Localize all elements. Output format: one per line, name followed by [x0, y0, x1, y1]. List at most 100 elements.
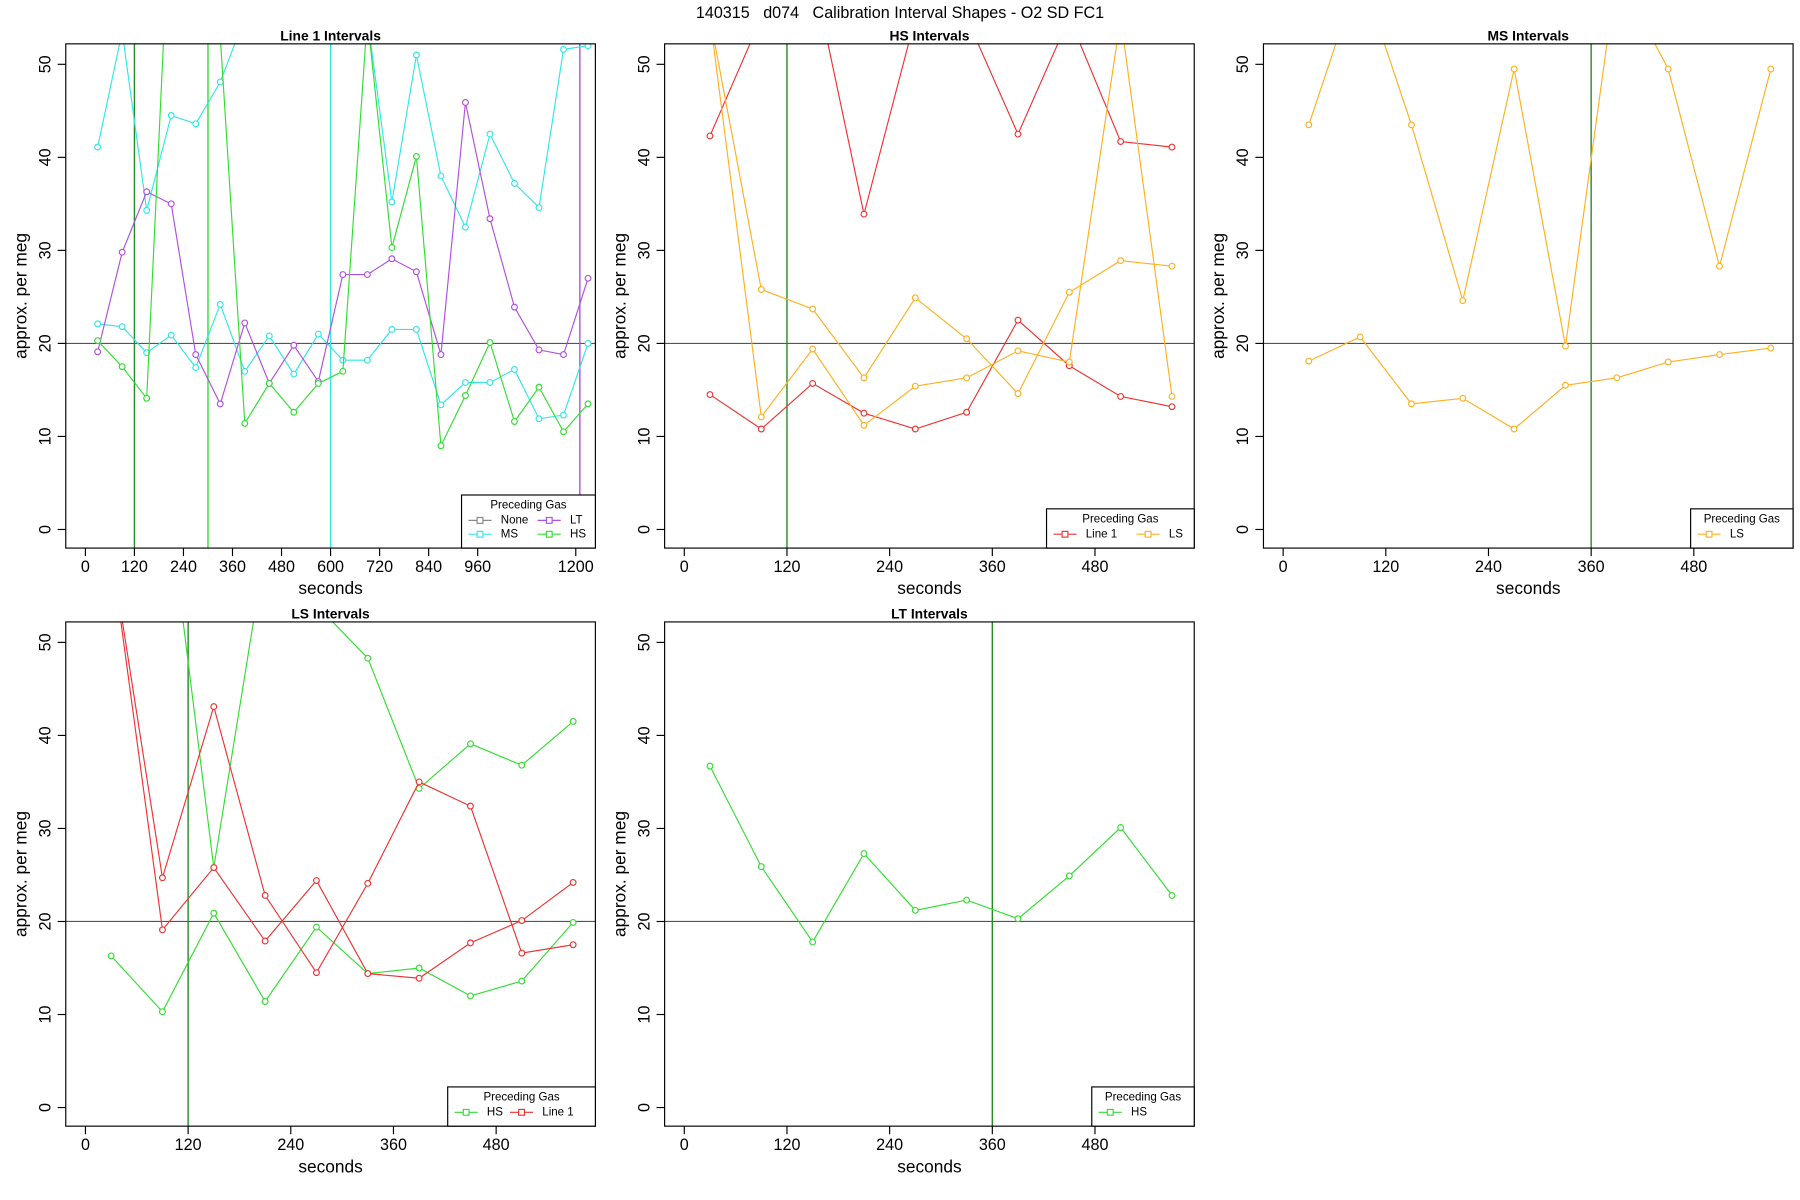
- data-point: [518, 761, 526, 769]
- data-point: [160, 453, 166, 459]
- data-point: [412, 325, 420, 333]
- figure-title: 140315 d074 Calibration Interval Shapes …: [696, 4, 1104, 22]
- series-line: [709, 765, 1173, 944]
- x-axis-label: seconds: [1496, 578, 1561, 598]
- x-axis-label: seconds: [298, 1156, 363, 1176]
- data-point: [461, 392, 469, 399]
- data-point: [1562, 381, 1569, 389]
- data-point: [94, 320, 102, 328]
- data-point: [860, 409, 868, 417]
- data-point: [192, 364, 200, 372]
- data-point: [1562, 342, 1569, 350]
- y-tick-label: 30: [1234, 241, 1252, 259]
- data-point: [1118, 15, 1124, 21]
- data-point: [1408, 121, 1415, 129]
- data-point: [388, 255, 396, 263]
- legend-label: LS: [1169, 528, 1183, 540]
- y-tick-label: 40: [36, 726, 54, 744]
- legend-label: LT: [570, 514, 583, 526]
- x-tick-label: 480: [268, 558, 295, 576]
- panel: Line 1 Intervals seconds approx. per meg 0 1…: [10, 15, 596, 598]
- legend-title: Preceding Gas: [1105, 1091, 1181, 1103]
- data-point: [107, 952, 115, 960]
- x-axis-label: seconds: [897, 1156, 962, 1176]
- data-point: [518, 949, 526, 957]
- legend-label: HS: [570, 528, 586, 540]
- data-point: [1510, 65, 1518, 73]
- data-point: [560, 45, 567, 53]
- data-point: [118, 363, 126, 371]
- data-point: [242, 15, 248, 21]
- x-tick-label: 0: [1279, 558, 1288, 576]
- legend-title: Preceding Gas: [490, 499, 566, 511]
- panel-title: MS Intervals: [1488, 28, 1570, 44]
- data-point: [364, 654, 372, 662]
- panel-title: Line 1 Intervals: [280, 28, 381, 44]
- data-point: [363, 356, 371, 364]
- data-point: [1613, 374, 1621, 382]
- legend-symbol: [1106, 1108, 1114, 1116]
- data-point: [809, 938, 817, 946]
- y-tick-label: 0: [635, 525, 653, 534]
- data-point: [437, 172, 445, 180]
- data-point: [963, 374, 971, 382]
- data-point: [461, 379, 469, 386]
- y-tick-label: 0: [36, 1103, 54, 1112]
- data-point: [1117, 392, 1125, 400]
- x-tick-label: 240: [277, 1136, 304, 1154]
- y-axis-label: approx. per meg: [609, 811, 629, 937]
- series-line: [1308, 336, 1771, 430]
- data-point: [511, 365, 518, 373]
- data-point: [569, 718, 577, 725]
- data-point: [261, 891, 269, 899]
- x-tick-label: 120: [175, 1136, 202, 1154]
- data-point: [415, 778, 423, 786]
- data-point: [143, 394, 151, 402]
- data-point: [1168, 403, 1176, 411]
- data-point: [963, 408, 971, 416]
- x-tick-label: 0: [81, 1136, 90, 1154]
- data-point: [486, 130, 494, 138]
- y-tick-label: 20: [36, 334, 54, 352]
- y-tick-label: 20: [635, 912, 653, 930]
- data-point: [143, 206, 151, 214]
- data-point: [412, 152, 420, 160]
- data-point: [911, 425, 919, 433]
- y-tick-label: 20: [36, 912, 54, 930]
- legend-label: Line 1: [542, 1106, 573, 1118]
- data-point: [535, 383, 543, 391]
- x-tick-label: 360: [979, 558, 1006, 576]
- data-point: [363, 271, 371, 279]
- panel: HS Intervals seconds approx. per meg 0 120 24…: [609, 15, 1195, 598]
- series-layer: [107, 453, 577, 1016]
- data-point: [167, 112, 175, 119]
- legend-symbol: [545, 516, 553, 524]
- data-point: [315, 15, 321, 21]
- data-point: [339, 367, 347, 375]
- data-point: [437, 401, 445, 409]
- legend-box: [1091, 1086, 1195, 1127]
- legend-box: [447, 1086, 596, 1127]
- data-point: [461, 223, 469, 231]
- data-point: [262, 546, 268, 552]
- data-point: [290, 370, 298, 378]
- y-tick-label: 30: [36, 241, 54, 259]
- data-point: [216, 78, 224, 86]
- data-point: [119, 29, 125, 35]
- data-point: [706, 762, 714, 770]
- series-line: [709, 43, 1173, 215]
- series-line: [714, 43, 1173, 395]
- data-point: [241, 319, 249, 327]
- x-tick-label: 120: [121, 558, 148, 576]
- data-point: [584, 43, 592, 50]
- data-point: [265, 379, 273, 387]
- series-line: [110, 911, 574, 1013]
- data-point: [312, 969, 320, 977]
- data-point: [314, 330, 322, 338]
- y-tick-label: 0: [635, 1103, 653, 1112]
- y-tick-label: 10: [36, 427, 54, 445]
- legend-label: MS: [501, 528, 519, 540]
- data-point: [809, 305, 817, 313]
- x-tick-label: 120: [773, 1136, 800, 1154]
- data-point: [158, 1008, 166, 1016]
